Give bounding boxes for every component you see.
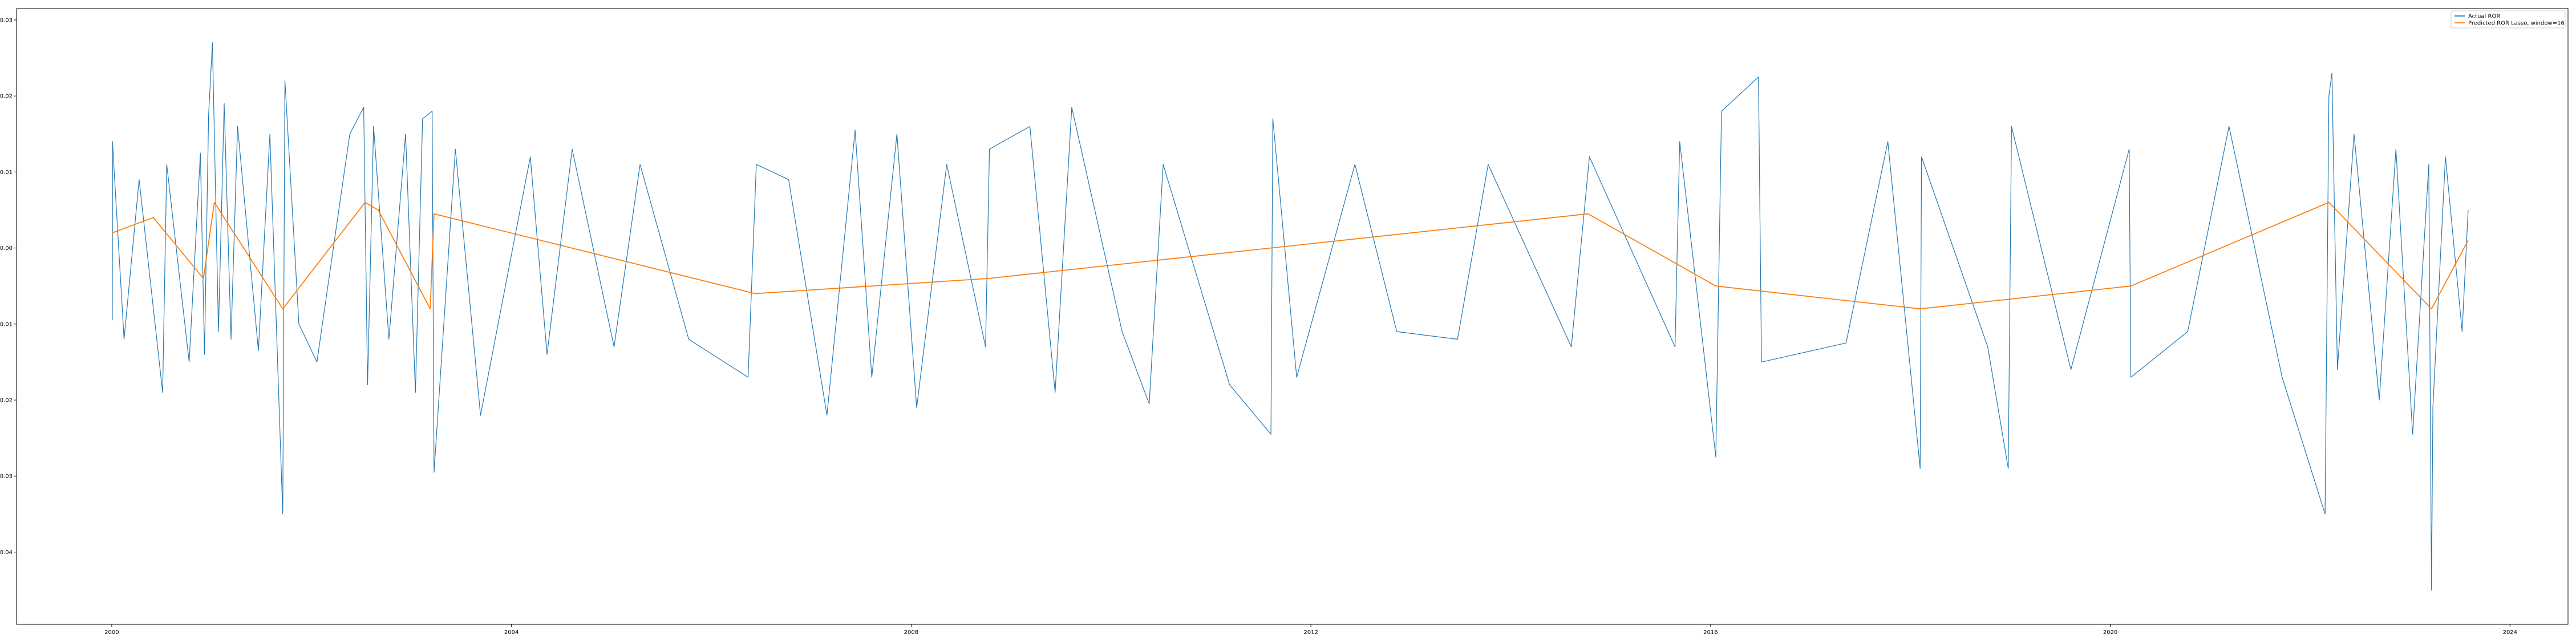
x-tick-label: 2000 bbox=[104, 629, 119, 636]
y-tick-label: -0.02 bbox=[0, 398, 13, 404]
plot-area bbox=[17, 9, 2568, 624]
x-tick-label: 2020 bbox=[2103, 629, 2117, 636]
x-tick-label: 2008 bbox=[904, 629, 918, 636]
y-tick-label: 0.03 bbox=[0, 17, 13, 23]
y-tick-label: -0.04 bbox=[0, 550, 13, 556]
y-tick-label: 0.01 bbox=[0, 169, 13, 176]
series-layer bbox=[112, 42, 2469, 591]
x-tick-label: 2024 bbox=[2503, 629, 2517, 636]
y-tick-label: 0.02 bbox=[0, 94, 13, 100]
x-tick-label: 2004 bbox=[504, 629, 519, 636]
plot-frame bbox=[16, 8, 2569, 625]
x-tick-label: 2012 bbox=[1303, 629, 1318, 636]
y-axis: 0.03 0.02 0.01 0.00 -0.01 -0.02 -0.03 -0.04 bbox=[0, 17, 17, 556]
series-line-1 bbox=[112, 201, 2469, 310]
y-tick-label: 0.00 bbox=[0, 245, 13, 252]
legend-label: Predicted ROR Lasso, window=16 bbox=[2468, 21, 2565, 27]
legend-label: Actual ROR bbox=[2468, 14, 2500, 20]
y-tick-label: -0.03 bbox=[0, 474, 13, 480]
x-tick-label: 2016 bbox=[1703, 629, 1718, 636]
series-line-0 bbox=[112, 42, 2469, 591]
legend-box bbox=[2451, 10, 2566, 29]
y-tick-label: -0.01 bbox=[0, 321, 13, 328]
x-axis: 2000 2004 2008 2012 2016 2020 2024 bbox=[104, 624, 2517, 636]
